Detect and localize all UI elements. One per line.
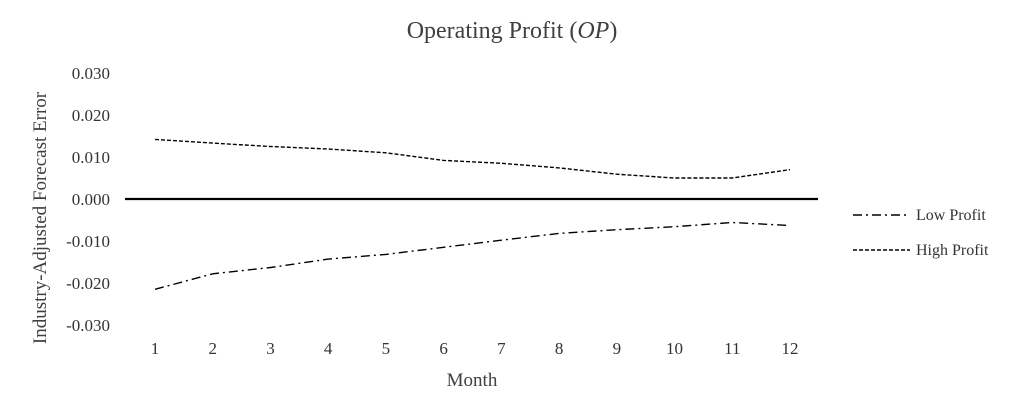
x-tick-label: 6	[439, 339, 448, 358]
y-tick-label: 0.010	[72, 148, 110, 167]
x-tick-label: 1	[151, 339, 160, 358]
x-tick-label: 8	[555, 339, 564, 358]
y-tick-label: 0.020	[72, 106, 110, 125]
x-axis-ticks: 1 2 3 4 5 6 7 8 9 10 11 12	[151, 339, 799, 358]
legend-label: High Profit	[916, 242, 989, 259]
x-tick-label: 9	[613, 339, 622, 358]
legend: Low Profit High Profit	[853, 207, 989, 259]
series-layer	[154, 138, 791, 290]
y-tick-label: -0.020	[66, 274, 110, 293]
y-tick-label: 0.000	[72, 190, 110, 209]
y-tick-label: -0.030	[66, 316, 110, 335]
x-tick-label: 12	[782, 339, 799, 358]
legend-label: Low Profit	[916, 207, 986, 224]
y-tick-label: -0.010	[66, 232, 110, 251]
y-tick-label: 0.030	[72, 64, 110, 83]
y-axis-ticks: 0.030 0.020 0.010 0.000 -0.010 -0.020 -0.030	[66, 64, 110, 335]
series-line-low-profit	[154, 221, 791, 290]
y-axis-label: Industry-Adjusted Forecast Error	[30, 91, 51, 344]
x-tick-label: 10	[666, 339, 683, 358]
x-tick-label: 5	[382, 339, 391, 358]
series-line-high-profit	[154, 138, 791, 179]
x-axis-label: Month	[447, 370, 498, 391]
x-tick-label: 3	[266, 339, 275, 358]
x-tick-label: 4	[324, 339, 333, 358]
chart-title: Operating Profit (OP)	[407, 18, 618, 44]
x-tick-label: 11	[724, 339, 740, 358]
x-tick-label: 2	[208, 339, 217, 358]
x-tick-label: 7	[497, 339, 506, 358]
